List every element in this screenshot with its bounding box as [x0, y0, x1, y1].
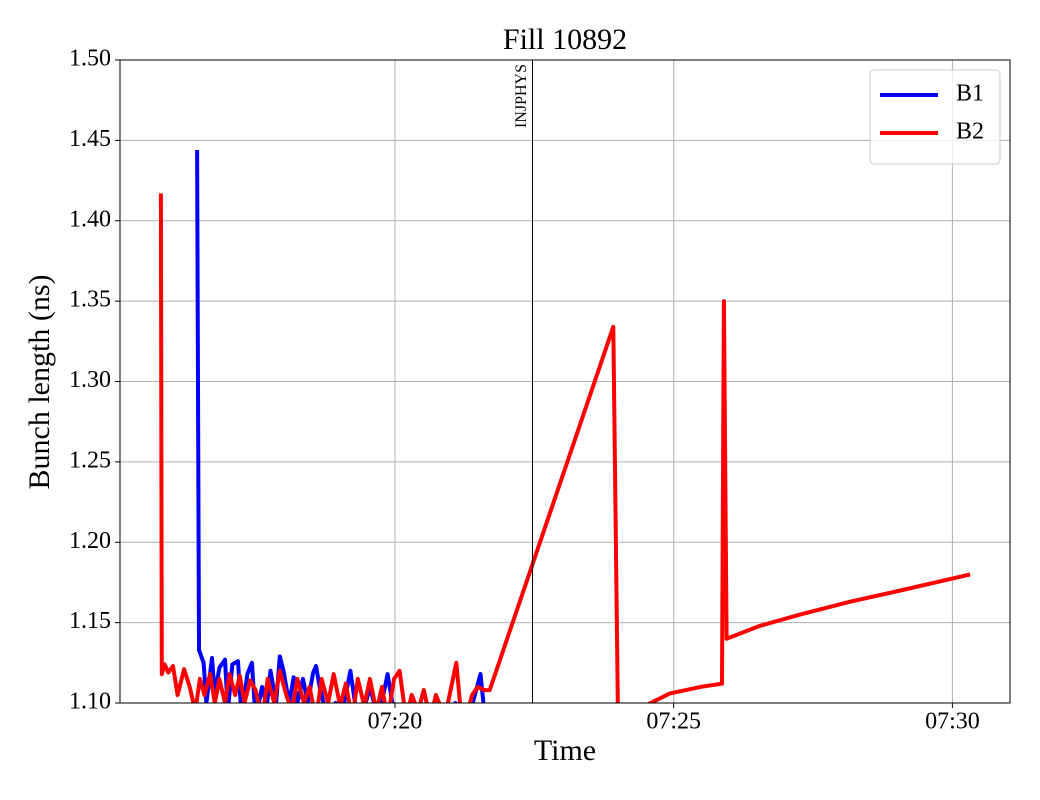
x-tick-label: 07:30	[925, 709, 980, 735]
y-tick-label: 1.35	[69, 287, 111, 313]
event-label: INJPHYS	[513, 64, 530, 128]
x-tick-label: 07:20	[368, 709, 423, 735]
plot-area	[158, 149, 971, 703]
y-tick-label: 1.20	[69, 528, 111, 554]
y-tick-label: 1.45	[69, 126, 111, 152]
x-axis-label: Time	[534, 734, 596, 767]
y-axis-label: Bunch length (ns)	[23, 275, 56, 490]
x-tick-label: 07:25	[646, 709, 701, 735]
chart-title: Fill 10892	[503, 23, 627, 56]
y-tick-label: 1.25	[69, 447, 111, 473]
series-line	[158, 193, 971, 703]
legend-label: B2	[956, 119, 984, 145]
y-tick-label: 1.40	[69, 206, 111, 232]
y-tick-label: 1.15	[69, 608, 111, 634]
y-tick-label: 1.50	[69, 46, 111, 72]
legend-label: B1	[956, 81, 984, 107]
y-tick-label: 1.10	[69, 689, 111, 715]
y-tick-label: 1.30	[69, 367, 111, 393]
